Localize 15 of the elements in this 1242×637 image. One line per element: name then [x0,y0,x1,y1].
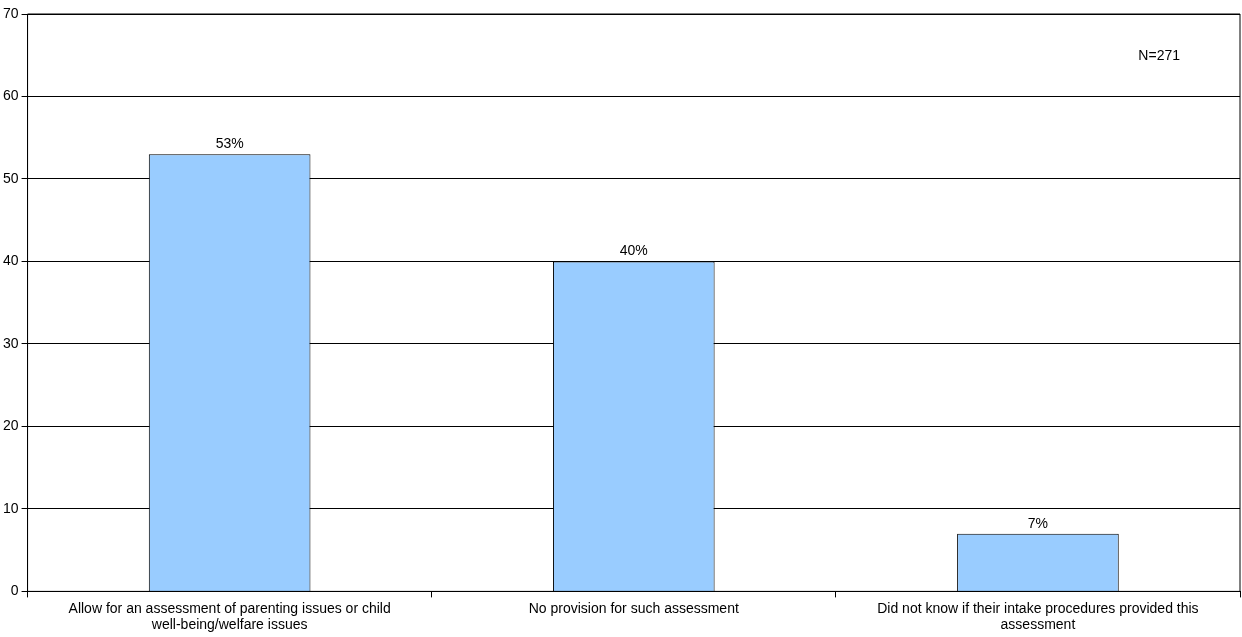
annotation: N=271 [1138,46,1181,63]
y-tick-label: 50 [2,169,19,186]
x-tick-label: Did not know if their intake procedures provided this assessment [877,599,1199,633]
x-tick-label: Allow for an assessment of parenting issues or child well-being/welfare issues [68,599,391,633]
y-tick-label: 60 [2,87,19,104]
data-label: 53% [215,135,244,152]
data-label: 40% [619,242,648,259]
x-tick-label: No provision for such assessment [528,599,739,616]
y-tick-label: 40 [2,252,19,269]
y-tick-label: 20 [2,417,19,434]
y-tick-label: 30 [2,334,19,351]
data-label: 7% [1027,514,1049,531]
y-tick-label: 10 [2,499,19,516]
y-tick-label: 0 [10,582,19,599]
y-tick-label: 70 [2,4,19,21]
